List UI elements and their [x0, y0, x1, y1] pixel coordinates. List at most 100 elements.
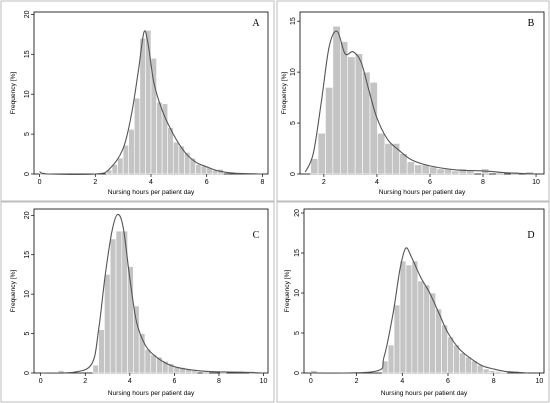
histogram-bar-a-13: [172, 141, 180, 175]
histogram-bar-b-13: [406, 161, 415, 175]
x-tick-label: 8: [492, 378, 496, 385]
bar-series: [39, 30, 224, 175]
axis-ticks: 0 2 4 6 8 10 0 5 10 15 20: [24, 211, 268, 385]
histogram-bar-d-18: [482, 368, 490, 374]
histogram-bar-b-4: [340, 41, 349, 175]
density-curve: [39, 30, 263, 176]
histogram-bar-c-1: [92, 364, 99, 374]
x-tick-label: 4: [375, 179, 379, 186]
histogram-bar-a-10: [156, 101, 163, 175]
histogram-bar-b-10: [384, 143, 393, 175]
y-tick-label: 0: [290, 172, 297, 176]
x-tick-label: 6: [428, 179, 432, 186]
x-tick-label: 4: [400, 378, 404, 385]
histogram-bar-d-7: [417, 280, 425, 374]
histogram-bar-b-16: [429, 166, 438, 175]
y-tick-label: 15: [294, 249, 301, 257]
panel-letter: B: [528, 18, 535, 29]
histogram-bar-b-19: [451, 170, 460, 175]
histogram-bar-d-19: [488, 370, 496, 374]
bar-series: [310, 260, 508, 374]
histogram-bar-a-4: [122, 144, 130, 175]
histogram-bar-a-7: [139, 38, 146, 175]
x-axis-label: Nursing hours per patient day: [108, 189, 195, 196]
y-axis-label: Frequency [%]: [284, 270, 291, 313]
x-tick-label: 6: [446, 378, 450, 385]
x-axis-label: Nursing hours per patient day: [381, 390, 468, 397]
histogram-bar-b-17: [436, 168, 445, 175]
histogram-bar-a-6: [133, 97, 141, 175]
y-tick-label: 10: [24, 90, 31, 98]
x-tick-label: 0: [38, 179, 42, 186]
density-curve: [40, 213, 264, 374]
y-tick-label: 15: [290, 17, 297, 25]
x-tick-label: 2: [83, 378, 87, 385]
histogram-panel-c: 0 2 4 6 8 10 0 5 10 15 20 C Nursing hours per pati…: [0, 201, 275, 403]
x-tick-label: 2: [322, 179, 326, 186]
histogram-bar-c-4: [109, 238, 117, 374]
x-tick-label: 8: [217, 378, 221, 385]
x-tick-label: 4: [149, 179, 153, 186]
x-tick-label: 6: [172, 378, 176, 385]
histogram-bar-d-21: [500, 371, 508, 374]
y-axis-label: Frequency [%]: [10, 72, 17, 115]
bar-series: [310, 25, 534, 175]
histogram-bar-c-2: [98, 329, 105, 374]
y-axis-label: Frequency [%]: [10, 270, 17, 313]
x-tick-label: 2: [93, 179, 97, 186]
x-axis-label: Nursing hours per patient day: [108, 390, 195, 397]
x-tick-label: 10: [536, 378, 544, 385]
histogram-bar-a-15: [184, 152, 191, 175]
y-tick-label: 15: [24, 50, 31, 58]
histogram-bar-b-0: [310, 158, 319, 175]
histogram-bar-b-7: [362, 71, 371, 175]
panel-letter: D: [527, 230, 534, 241]
histogram-bar-d-13: [453, 344, 460, 374]
histogram-bar-d-8: [423, 284, 431, 374]
histogram-panel-a: 0 2 4 6 8 0 5 10 15 20 A Nursing hours per patien…: [0, 0, 275, 202]
histogram-bar-b-8: [369, 82, 378, 175]
histogram-bar-d-11: [441, 324, 448, 374]
histogram-bar-c-3: [104, 274, 111, 374]
panel-letter: C: [253, 230, 260, 241]
histogram-bar-b-6: [354, 53, 363, 175]
histogram-bar-d-20: [494, 371, 502, 374]
histogram-bar-b-3: [332, 25, 341, 175]
y-tick-label: 5: [24, 132, 31, 136]
x-axis-label: Nursing hours per patient day: [379, 189, 466, 196]
histogram-bar-b-2: [325, 87, 334, 175]
histogram-bar-b-9: [377, 132, 386, 175]
histogram-bar-a-18: [200, 165, 208, 175]
histogram-bar-c-11: [150, 354, 157, 374]
histogram-bar-b-5: [347, 56, 356, 175]
panel-letter: A: [252, 18, 260, 29]
histogram-panel-d: 0 2 4 6 8 10 0 5 10 15 20 D Nursing hours per pati…: [276, 201, 550, 403]
histogram-bar-a-5: [128, 129, 135, 175]
y-tick-label: 20: [24, 10, 31, 18]
axis-ticks: 0 2 4 6 8 0 5 10 15 20: [24, 10, 264, 186]
histogram-panel-b: 2 4 6 8 10 0 5 10 15 B Nursing hours per patient…: [276, 0, 550, 202]
x-tick-label: 2: [355, 378, 359, 385]
y-tick-label: 10: [290, 68, 297, 76]
histogram-bar-b-1: [317, 132, 326, 175]
density-curve: [304, 30, 537, 175]
x-tick-label: 4: [128, 378, 132, 385]
y-tick-label: 5: [294, 331, 301, 335]
histogram-bar-c-8: [133, 305, 140, 374]
histogram-bar-a-9: [150, 57, 157, 175]
y-tick-label: 5: [24, 332, 31, 336]
histogram-bar-d-6: [411, 260, 419, 374]
x-tick-label: 8: [260, 179, 264, 186]
histogram-bar-a-11: [161, 103, 169, 175]
plot-area: [33, 208, 269, 374]
y-tick-label: 5: [290, 121, 297, 125]
histogram-bar-d-2: [387, 344, 395, 374]
y-tick-label: 15: [24, 251, 31, 259]
y-tick-label: 0: [24, 172, 31, 176]
y-axis-label: Frequency [%]: [281, 72, 288, 115]
axis-ticks: 2 4 6 8 10 0 5 10 15: [290, 17, 540, 186]
histogram-bar-a-12: [167, 127, 174, 175]
histogram-bar-d-4: [399, 260, 407, 374]
histogram-bar-a-8: [145, 30, 152, 175]
